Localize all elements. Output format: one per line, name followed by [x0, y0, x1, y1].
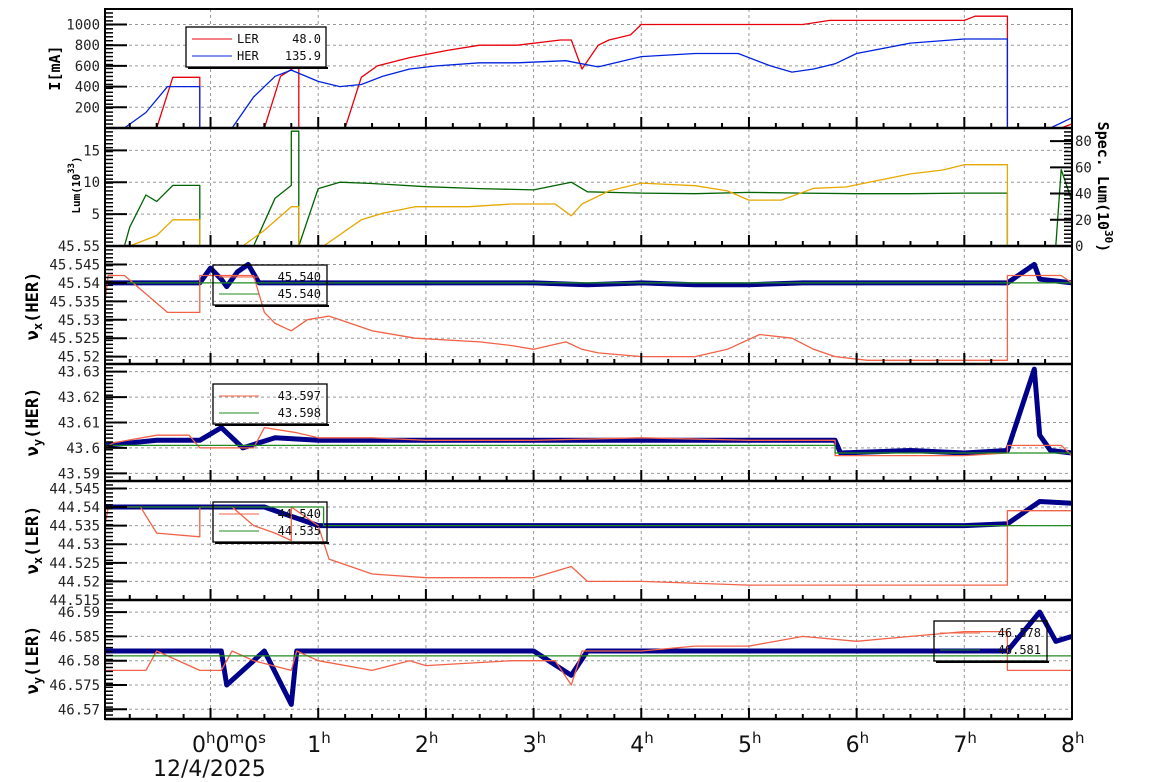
x-tick-label-0: 0h0m0s [192, 729, 266, 758]
x-tick-label-7: 7h [953, 729, 977, 758]
x-tick-label-3: 3h [523, 729, 547, 758]
legend-ler-value: 48.0 [292, 32, 321, 46]
y-tick-label: 15 [83, 143, 100, 159]
y-tick-label: 43.63 [58, 365, 100, 381]
y-tick-label: 400 [75, 80, 100, 96]
legend-ler-label: LER [237, 32, 259, 46]
y-tick-label: 46.585 [49, 629, 100, 645]
nu-y-ler-measured-series [105, 609, 1073, 707]
nu-y-her-set-series [104, 426, 1073, 457]
y2-tick-label: 40 [1075, 187, 1092, 203]
y-tick-label: 44.525 [49, 556, 100, 572]
nu-y-ler-set-series [105, 630, 1072, 686]
nu-y-her-ylabel: νy(HER) [23, 388, 45, 457]
y2-tick-label: 0 [1075, 239, 1083, 255]
y2-tick-label: 80 [1075, 134, 1092, 150]
nu-y-her-legend: 43.597 43.598 [212, 383, 329, 426]
y2-tick-label: 20 [1075, 213, 1092, 229]
nu-y-ler-legend: 46.578 46.581 [933, 620, 1049, 663]
nu-x-her-ylabel: νx(HER) [23, 272, 45, 341]
luminosity-lum-series [105, 130, 1073, 247]
y-tick-label: 44.52 [58, 574, 100, 590]
y-tick-label: 44.54 [58, 500, 100, 516]
y-tick-label: 43.62 [58, 390, 100, 406]
y-tick-label: 43.61 [58, 416, 100, 432]
y-tick-label: 45.525 [49, 331, 100, 347]
x-axis-labels: 0h0m0s 12/4/2025 1h 2h 3h 4h 5h 6h 7h 8h [153, 729, 1085, 782]
y-tick-label: 45.54 [58, 276, 100, 292]
y-tick-label: 43.6 [66, 441, 100, 457]
current-ler-series [105, 15, 1073, 129]
legend-set-value: 43.597 [278, 389, 321, 403]
luminosity-spec-lum-series [105, 164, 1072, 247]
axes: 200 400 600 800 1000 5 10 15 0 20 40 60 80 45.52 45.52… [49, 8, 1092, 721]
y-tick-label: 10 [83, 175, 100, 191]
x-tick-label-1: 1h [307, 729, 331, 758]
y-tick-label: 44.535 [49, 519, 100, 535]
legend-set-value: 46.578 [998, 626, 1041, 640]
y-tick-label: 5 [92, 207, 100, 223]
lum-ylabel: Lum(1033) [67, 156, 83, 213]
nu-x-ler-ylabel: νx(LER) [23, 506, 45, 575]
x-date-label: 12/4/2025 [153, 757, 266, 782]
x-tick-label-2: 2h [415, 729, 439, 758]
spec-lum-ylabel: Spec. Lum(1030) [1094, 122, 1115, 253]
legend-her-value: 135.9 [285, 49, 321, 63]
legend-ref-value: 45.540 [278, 287, 321, 301]
y-tick-label: 45.545 [49, 257, 100, 273]
legend-ref-value: 43.598 [278, 406, 321, 420]
y-tick-label: 600 [75, 59, 100, 75]
y-tick-label: 46.57 [58, 702, 100, 718]
current-legend: LER 48.0 HER 135.9 [185, 26, 328, 69]
current-ylabel: I[mA] [46, 45, 64, 90]
y-tick-label: 46.58 [58, 654, 100, 670]
x-tick-label-6: 6h [846, 729, 870, 758]
y-tick-label: 200 [75, 100, 100, 116]
y-tick-label: 43.59 [58, 466, 100, 482]
y-tick-label: 1000 [66, 18, 100, 34]
y-tick-label: 45.52 [58, 350, 100, 366]
nu-x-ler-ref-series [105, 506, 1072, 527]
y-tick-label: 44.545 [49, 481, 100, 497]
legend-ref-value: 44.535 [278, 524, 321, 538]
nu-x-ler-set-series [104, 506, 1072, 586]
nu-y-her-measured-series [104, 366, 1073, 456]
y2-tick-label: 60 [1075, 160, 1092, 176]
nu-x-her-legend: 45.540 45.540 [212, 264, 329, 307]
x-tick-label-5: 5h [738, 729, 762, 758]
y-tick-label: 45.55 [58, 239, 100, 255]
y-tick-label: 46.575 [49, 678, 100, 694]
data-series [104, 15, 1073, 707]
nu-x-ler-legend: 44.540 44.535 [212, 501, 329, 544]
nu-y-her-ref-series [105, 444, 1072, 454]
y-tick-label: 44.515 [49, 593, 100, 609]
legend-set-value: 45.540 [278, 270, 321, 284]
nu-x-her-set-series [104, 274, 1073, 361]
y-tick-label: 800 [75, 38, 100, 54]
y-tick-label: 45.53 [58, 313, 100, 329]
x-tick-label-4: 4h [630, 729, 654, 758]
legend-set-value: 44.540 [278, 507, 321, 521]
y-tick-label: 45.535 [49, 294, 100, 310]
x-tick-label-8: 8h [1061, 729, 1085, 758]
legend-her-label: HER [237, 49, 259, 63]
nu-y-ler-ylabel: νy(LER) [23, 626, 45, 695]
y-tick-label: 44.53 [58, 537, 100, 553]
y-tick-label: 46.59 [58, 605, 100, 621]
legend-ref-value: 46.581 [998, 643, 1041, 657]
nu-x-her-measured-series [105, 261, 1073, 290]
